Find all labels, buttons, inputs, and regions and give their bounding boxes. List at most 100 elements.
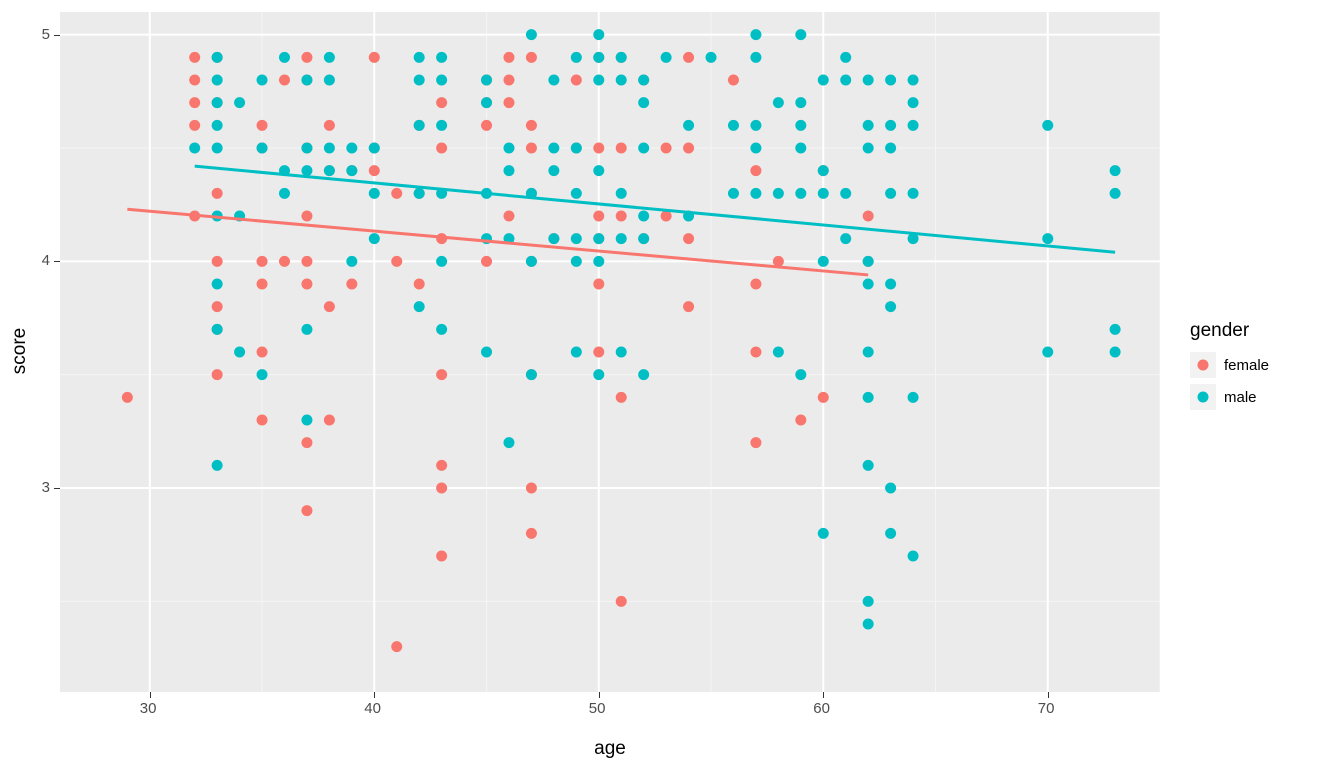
point-male bbox=[436, 256, 447, 267]
point-male bbox=[885, 120, 896, 131]
legend-label: female bbox=[1224, 357, 1269, 374]
point-female bbox=[503, 97, 514, 108]
point-male bbox=[818, 528, 829, 539]
point-male bbox=[818, 165, 829, 176]
point-male bbox=[908, 392, 919, 403]
point-female bbox=[436, 369, 447, 380]
point-female bbox=[661, 143, 672, 154]
point-male bbox=[638, 143, 649, 154]
point-male bbox=[436, 324, 447, 335]
point-male bbox=[301, 415, 312, 426]
point-female bbox=[391, 641, 402, 652]
x-axis-title-text: age bbox=[594, 738, 626, 759]
point-female bbox=[750, 279, 761, 290]
point-male bbox=[773, 347, 784, 358]
point-male bbox=[436, 75, 447, 86]
point-male bbox=[346, 256, 357, 267]
y-axis-title-text: score bbox=[9, 328, 30, 374]
legend-items: female male bbox=[1190, 352, 1269, 410]
point-male bbox=[908, 188, 919, 199]
point-male bbox=[863, 460, 874, 471]
point-female bbox=[324, 120, 335, 131]
point-female bbox=[750, 437, 761, 448]
point-male bbox=[818, 188, 829, 199]
point-male bbox=[301, 165, 312, 176]
point-male bbox=[593, 29, 604, 40]
point-male bbox=[414, 75, 425, 86]
x-tick-label: 30 bbox=[140, 700, 157, 717]
point-male bbox=[638, 233, 649, 244]
x-tick-label: 50 bbox=[589, 700, 606, 717]
point-male bbox=[503, 165, 514, 176]
point-female bbox=[324, 415, 335, 426]
point-female bbox=[616, 143, 627, 154]
point-female bbox=[863, 211, 874, 222]
point-male bbox=[526, 369, 537, 380]
point-male bbox=[571, 256, 582, 267]
x-tick-label: 60 bbox=[813, 700, 830, 717]
point-male bbox=[795, 97, 806, 108]
point-female bbox=[593, 143, 604, 154]
point-male bbox=[481, 75, 492, 86]
point-female bbox=[257, 120, 268, 131]
point-male bbox=[840, 52, 851, 63]
point-male bbox=[212, 75, 223, 86]
point-male bbox=[212, 279, 223, 290]
point-male bbox=[773, 188, 784, 199]
point-male bbox=[885, 528, 896, 539]
point-female bbox=[257, 256, 268, 267]
point-female bbox=[795, 415, 806, 426]
point-male bbox=[212, 460, 223, 471]
point-female bbox=[526, 143, 537, 154]
y-tick-label: 5 bbox=[42, 26, 50, 43]
point-female bbox=[189, 52, 200, 63]
point-male bbox=[234, 97, 245, 108]
point-male bbox=[279, 188, 290, 199]
point-male bbox=[234, 347, 245, 358]
point-male bbox=[616, 347, 627, 358]
point-male bbox=[526, 256, 537, 267]
point-male bbox=[840, 188, 851, 199]
point-female bbox=[122, 392, 133, 403]
point-male bbox=[885, 483, 896, 494]
legend: gender female male bbox=[1190, 320, 1269, 410]
point-female bbox=[526, 483, 537, 494]
point-male bbox=[346, 143, 357, 154]
point-female bbox=[189, 120, 200, 131]
y-tick-label: 4 bbox=[42, 252, 50, 269]
legend-key bbox=[1190, 384, 1216, 410]
legend-title: gender bbox=[1190, 320, 1269, 342]
point-female bbox=[189, 75, 200, 86]
plot-panel bbox=[60, 12, 1160, 692]
point-female bbox=[526, 120, 537, 131]
point-male bbox=[863, 392, 874, 403]
point-male bbox=[818, 75, 829, 86]
point-female bbox=[481, 256, 492, 267]
point-male bbox=[548, 143, 559, 154]
point-male bbox=[908, 551, 919, 562]
point-male bbox=[863, 596, 874, 607]
point-female bbox=[189, 97, 200, 108]
point-male bbox=[301, 143, 312, 154]
point-female bbox=[616, 596, 627, 607]
point-male bbox=[571, 143, 582, 154]
point-male bbox=[257, 369, 268, 380]
point-male bbox=[863, 256, 874, 267]
point-male bbox=[750, 143, 761, 154]
point-male bbox=[706, 52, 717, 63]
point-male bbox=[346, 165, 357, 176]
point-female bbox=[616, 392, 627, 403]
y-tick-label: 3 bbox=[42, 479, 50, 496]
point-male bbox=[414, 52, 425, 63]
point-male bbox=[863, 75, 874, 86]
point-male bbox=[481, 347, 492, 358]
legend-label: male bbox=[1224, 389, 1257, 406]
point-male bbox=[908, 97, 919, 108]
point-female bbox=[369, 165, 380, 176]
point-male bbox=[571, 188, 582, 199]
point-male bbox=[257, 143, 268, 154]
point-female bbox=[436, 551, 447, 562]
point-male bbox=[593, 233, 604, 244]
point-male bbox=[414, 188, 425, 199]
point-male bbox=[301, 75, 312, 86]
